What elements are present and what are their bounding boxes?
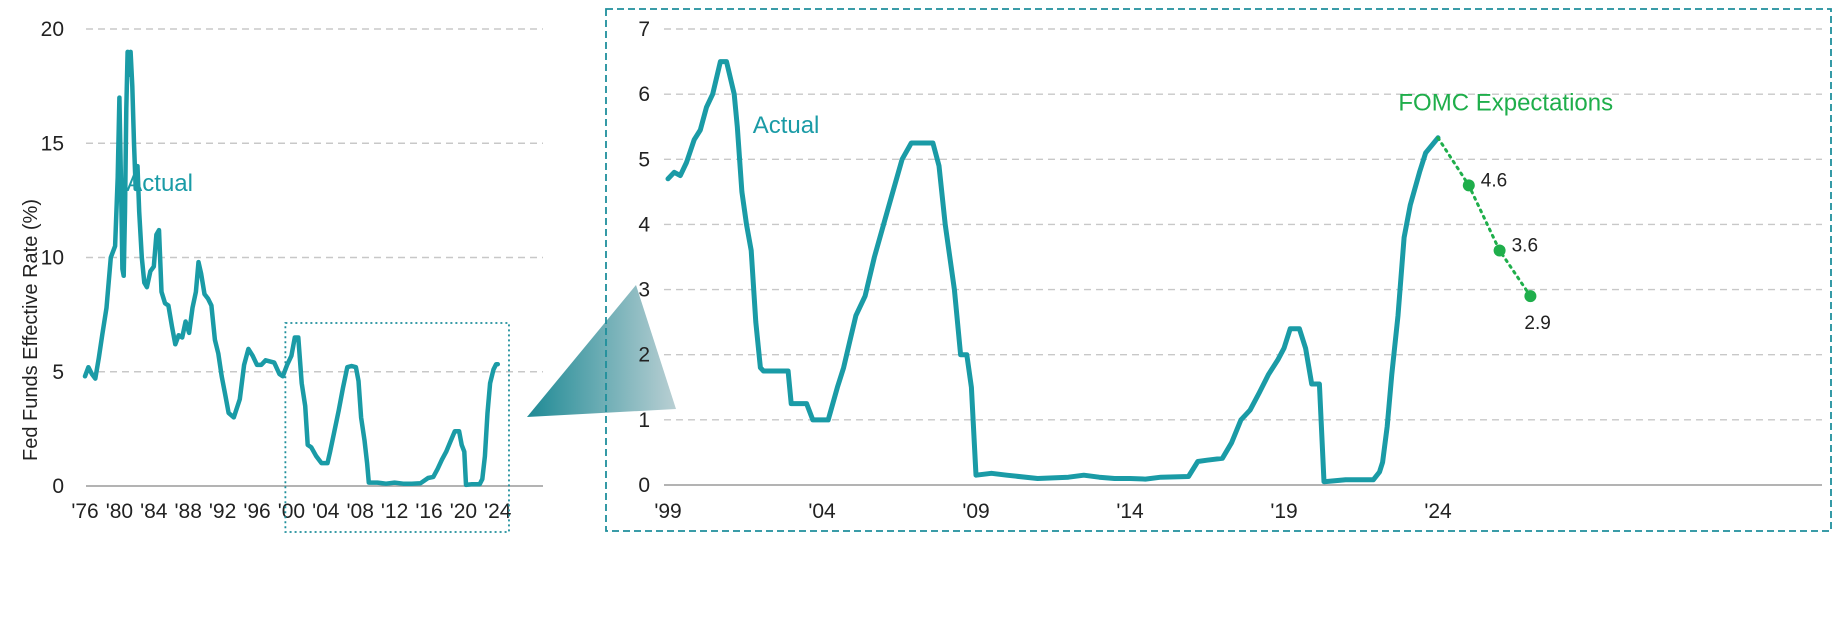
right-y-tick-label: 2 xyxy=(638,344,650,367)
fomc-expectations-label: FOMC Expectations xyxy=(1398,89,1613,116)
left-x-tick-label: '08 xyxy=(347,500,374,523)
right-x-tick-label: '24 xyxy=(1424,500,1452,523)
fomc-projection-point xyxy=(1493,244,1506,257)
left-x-tick-label: '84 xyxy=(140,500,168,523)
right-x-tick-label: '99 xyxy=(654,500,681,523)
right-y-tick-label: 1 xyxy=(638,409,650,432)
right-y-tick-label: 5 xyxy=(638,148,650,171)
left-y-axis-title: Fed Funds Effective Rate (%) xyxy=(20,199,42,461)
right-x-tick-label: '04 xyxy=(808,500,836,523)
left-x-tick-label: '80 xyxy=(106,500,133,523)
right-actual-label: Actual xyxy=(753,112,820,139)
right-y-tick-label: 0 xyxy=(638,474,650,497)
left-x-tick-label: '04 xyxy=(312,500,340,523)
zoom-window-box xyxy=(284,322,510,533)
fomc-point-label: 4.6 xyxy=(1481,170,1507,191)
right-y-tick-label: 7 xyxy=(638,18,650,41)
left-x-tick-label: '20 xyxy=(450,500,477,523)
right-y-tick-label: 4 xyxy=(638,213,650,236)
left-x-tick-label: '92 xyxy=(209,500,236,523)
right-x-tick-label: '14 xyxy=(1116,500,1144,523)
fomc-point-label: 3.6 xyxy=(1512,235,1538,256)
right-y-tick-label: 6 xyxy=(638,83,650,106)
left-x-tick-label: '24 xyxy=(484,500,512,523)
left-x-tick-label: '88 xyxy=(175,500,202,523)
right-x-tick-label: '19 xyxy=(1270,500,1297,523)
fomc-projection-line xyxy=(1436,136,1532,298)
left-x-tick-label: '00 xyxy=(278,500,305,523)
left-actual-line xyxy=(82,49,501,488)
left-y-tick-label: 10 xyxy=(41,247,64,270)
left-x-tick-label: '12 xyxy=(381,500,408,523)
zoom-connector xyxy=(284,285,676,533)
right-chart: 0 1 2 3 4 5 6 7 '99 '04 '09 '14 '19 '24 4.6 3.6 2.9 Ac… xyxy=(605,8,1832,532)
zoom-panel-frame xyxy=(605,8,1832,532)
right-x-tick-label: '09 xyxy=(962,500,989,523)
left-x-tick-label: '96 xyxy=(243,500,270,523)
left-y-tick-label: 5 xyxy=(52,361,64,384)
left-chart: 0 5 10 15 20 '76 '80 '84 '88 '92 '96 '00 '04 '08 '12 '… xyxy=(20,18,543,523)
fomc-projection-point xyxy=(1524,290,1537,303)
left-y-tick-label: 0 xyxy=(52,475,64,498)
right-y-tick-label: 3 xyxy=(638,279,650,302)
left-x-tick-label: '76 xyxy=(71,500,98,523)
fomc-projection-point xyxy=(1462,179,1475,192)
left-x-tick-label: '16 xyxy=(415,500,442,523)
left-y-tick-label: 15 xyxy=(41,132,64,155)
fomc-point-label: 2.9 xyxy=(1524,313,1550,334)
zoom-connector-wedge xyxy=(527,285,676,417)
right-actual-line xyxy=(665,59,1441,485)
left-y-tick-label: 20 xyxy=(41,18,64,41)
left-actual-label: Actual xyxy=(126,170,193,197)
